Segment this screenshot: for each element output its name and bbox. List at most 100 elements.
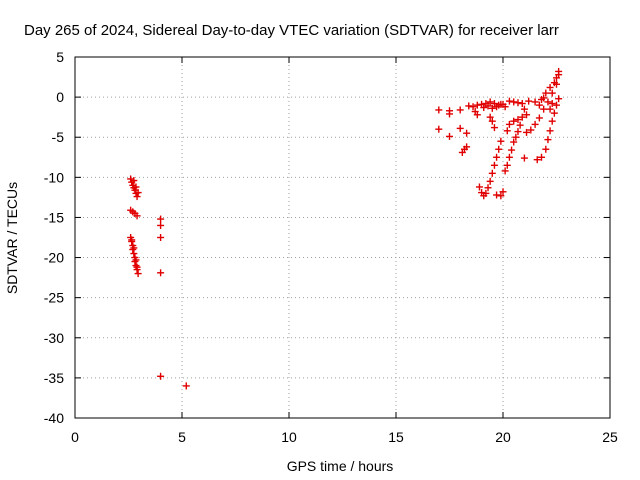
x-tick-label: 20 (495, 429, 511, 445)
data-point (490, 161, 498, 169)
x-tick-label: 15 (388, 429, 404, 445)
data-point (505, 153, 513, 161)
data-point (129, 246, 137, 254)
data-point (157, 221, 165, 229)
data-point (555, 95, 563, 103)
data-point (480, 104, 488, 112)
data-point (490, 124, 498, 132)
data-point (553, 101, 560, 109)
y-tick-label: -15 (44, 209, 64, 225)
data-point (531, 120, 539, 128)
data-point (505, 120, 513, 128)
data-point (497, 192, 505, 200)
data-point (544, 136, 552, 144)
data-point (463, 143, 471, 151)
data-point (548, 117, 556, 125)
data-point (486, 113, 494, 121)
data-point (473, 101, 481, 109)
data-point (538, 96, 546, 104)
data-point (133, 193, 141, 201)
data-point (512, 133, 520, 141)
data-point (127, 175, 135, 183)
y-tick-label: -30 (44, 330, 64, 346)
y-tick-labels: 5 0 -5 -10 -15 -20 -25 -30 -35 -40 (44, 49, 64, 426)
y-tick-label: -10 (44, 169, 64, 185)
data-point (182, 382, 190, 390)
data-point (546, 83, 554, 91)
data-point (435, 106, 443, 114)
data-point (503, 127, 511, 135)
data-point (523, 128, 531, 136)
data-point (446, 132, 453, 140)
data-point (134, 189, 142, 197)
data-point (544, 98, 552, 106)
data-point (550, 79, 558, 87)
data-point (525, 97, 533, 105)
data-point (475, 183, 483, 191)
data-point (131, 258, 139, 266)
data-points (127, 67, 563, 390)
x-axis-label: GPS time / hours (287, 458, 394, 474)
data-point (128, 236, 136, 244)
data-point (495, 145, 503, 153)
data-point (501, 103, 509, 111)
y-tick-label: -40 (44, 410, 64, 426)
data-point (555, 67, 563, 75)
x-tick-label: 10 (281, 429, 297, 445)
y-axis-label: SDTVAR / TECUs (4, 182, 20, 294)
data-point (501, 167, 509, 175)
grid-lines (75, 57, 610, 418)
data-point (527, 126, 535, 134)
data-point (505, 97, 513, 105)
data-point (531, 98, 539, 106)
data-point (482, 189, 490, 197)
data-point (510, 138, 518, 146)
x-tick-label: 25 (602, 429, 618, 445)
data-point (488, 104, 496, 112)
data-point (157, 215, 165, 223)
data-point (533, 156, 541, 164)
data-point (456, 124, 464, 132)
y-tick-label: -25 (44, 290, 64, 306)
data-point (540, 105, 548, 113)
data-point (133, 263, 141, 271)
data-point (469, 103, 477, 111)
data-point (157, 269, 165, 277)
data-point (130, 177, 138, 185)
chart-title: Day 265 of 2024, Sidereal Day-to-day VTE… (24, 22, 559, 39)
data-point (510, 98, 518, 106)
data-point (488, 117, 496, 125)
data-point (514, 99, 522, 107)
data-point (503, 161, 511, 169)
data-point (542, 89, 550, 97)
data-point (523, 111, 531, 119)
data-point (520, 105, 528, 113)
x-tick-label: 0 (71, 429, 79, 445)
data-point (518, 113, 526, 121)
data-point (463, 129, 471, 137)
data-point (518, 100, 526, 108)
x-tick-labels: 0 5 10 15 20 25 (71, 429, 618, 445)
data-point (553, 74, 560, 82)
data-point (484, 102, 492, 110)
data-point (493, 153, 501, 161)
x-tick-label: 5 (178, 429, 186, 445)
data-point (538, 153, 546, 161)
y-tick-label: -5 (52, 129, 65, 145)
data-point (134, 270, 142, 278)
data-point (493, 191, 501, 199)
data-point (514, 128, 522, 136)
data-point (535, 101, 543, 109)
data-point (435, 125, 443, 133)
data-point (542, 145, 550, 153)
y-tick-label: -35 (44, 370, 64, 386)
data-point (132, 183, 140, 191)
data-point (546, 127, 554, 135)
data-point (130, 244, 138, 252)
data-point (488, 169, 496, 177)
data-point (499, 188, 507, 196)
data-point (514, 116, 522, 124)
data-point (446, 110, 453, 118)
data-point (535, 114, 543, 122)
